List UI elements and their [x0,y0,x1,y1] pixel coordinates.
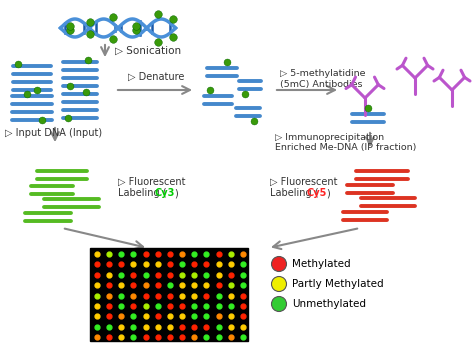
Text: ): ) [326,188,330,198]
Text: (5mC) Antibodies: (5mC) Antibodies [280,80,363,89]
Text: ▷ Input DNA (Input): ▷ Input DNA (Input) [5,128,102,138]
Text: ): ) [174,188,178,198]
Text: ▷ Immunoprecipitation: ▷ Immunoprecipitation [275,133,384,142]
Text: Cy3: Cy3 [155,188,175,198]
Circle shape [272,297,286,311]
Circle shape [272,257,286,272]
Text: Labeling (: Labeling ( [118,188,167,198]
Text: Partly Methylated: Partly Methylated [292,279,383,289]
Text: ▷ Sonication: ▷ Sonication [115,46,181,56]
Text: ▷ Fluorescent: ▷ Fluorescent [270,177,337,187]
Text: ▷ Denature: ▷ Denature [128,72,184,82]
Text: ▷ 5-methylatidine: ▷ 5-methylatidine [280,69,365,78]
Text: Labeling (: Labeling ( [270,188,319,198]
Bar [90,248,248,341]
Text: Unmethylated: Unmethylated [292,299,366,309]
Text: ▷ Fluorescent: ▷ Fluorescent [118,177,185,187]
Text: Cy5: Cy5 [307,188,328,198]
Text: Methylated: Methylated [292,259,351,269]
Circle shape [272,277,286,291]
Text: Enriched Me-DNA (IP fraction): Enriched Me-DNA (IP fraction) [275,143,416,152]
